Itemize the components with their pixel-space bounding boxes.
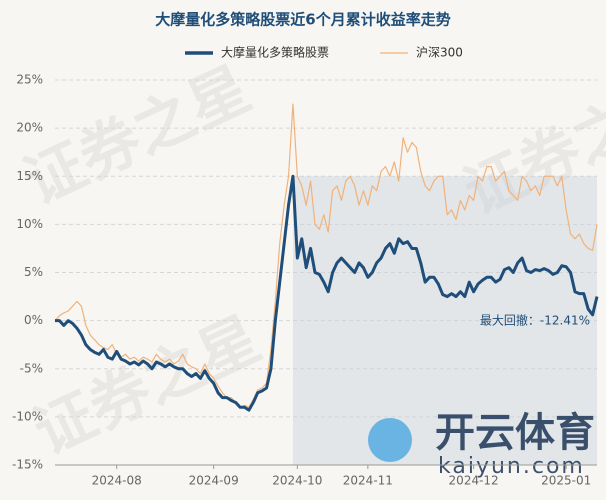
chart-title: 大摩量化多策略股票近6个月累计收益率走势 [155, 11, 450, 29]
drawdown-area [292, 176, 597, 465]
y-tick-label: 0% [24, 313, 43, 327]
x-tick-label: 2024-10 [272, 474, 322, 488]
y-tick-label: -15% [12, 458, 43, 472]
annotation: 最大回撤：-12.41% [480, 313, 590, 328]
x-tick-label: 2025-01 [541, 474, 591, 488]
logo-url: kaiyun.com [438, 454, 585, 479]
logo-text: 开云体育 [435, 410, 595, 456]
y-tick-label: 25% [16, 73, 43, 87]
y-tick-label: 5% [24, 265, 43, 279]
logo-ball [368, 418, 412, 462]
x-tick-label: 2024-08 [92, 474, 142, 488]
series-line [55, 174, 599, 412]
x-tick-label: 2024-11 [343, 474, 393, 488]
y-tick-label: -10% [12, 409, 43, 423]
legend-label: 沪深300 [416, 46, 463, 60]
x-tick-label: 2024-12 [449, 474, 499, 488]
y-tick-label: 20% [16, 121, 43, 135]
legend-label: 大摩量化多策略股票 [221, 45, 329, 60]
series-line [54, 103, 598, 408]
y-tick-label: 15% [16, 169, 43, 183]
y-tick-label: -5% [20, 361, 43, 375]
y-tick-label: 10% [16, 217, 43, 231]
x-tick-label: 2024-09 [189, 474, 239, 488]
